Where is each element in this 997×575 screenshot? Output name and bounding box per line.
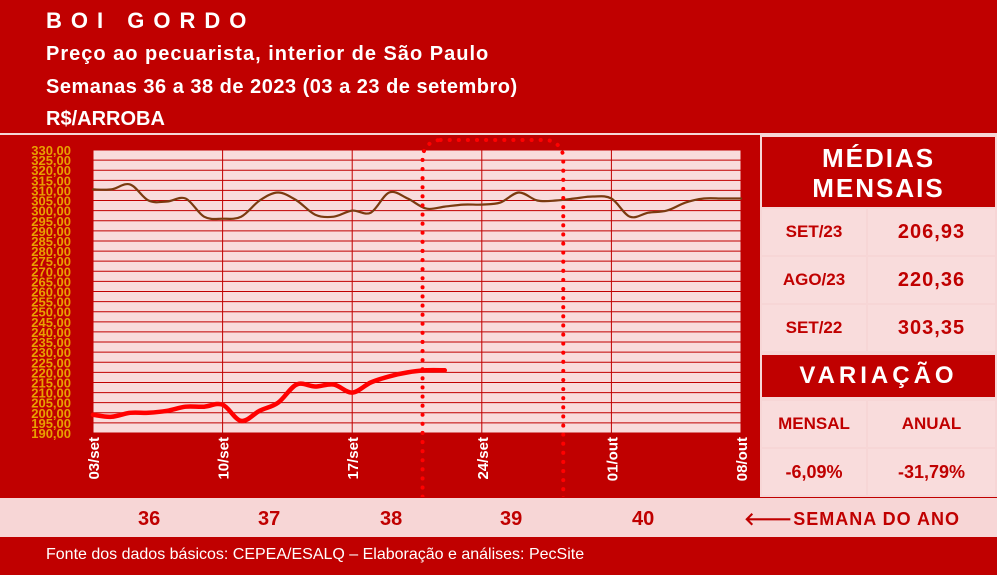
- y-tick-label: 270,00: [31, 264, 71, 279]
- line-chart: 190,00195,00200,00205,00210,00215,00220,…: [31, 138, 751, 497]
- source-note: Fonte dos dados básicos: CEPEA/ESALQ – E…: [46, 546, 585, 563]
- y-tick-label: 260,00: [31, 285, 71, 300]
- medias-value: 303,35: [868, 305, 995, 351]
- chart-area: 190,00 195,00 200,00 205,00 210,00 215,00 220,…: [0, 135, 757, 497]
- y-tick-label: 245,00: [31, 315, 71, 330]
- y-tick-label: 250,00: [31, 305, 71, 320]
- monthly-averages-panel: MÉDIAS MENSAIS SET/23 206,93 AGO/23 220,…: [760, 135, 997, 497]
- unit-label: R$/ARROBA: [46, 108, 165, 130]
- y-tick-label: 225,00: [31, 355, 71, 370]
- variacao-header-mensal: MENSAL: [762, 401, 866, 447]
- medias-label: SET/23: [762, 209, 866, 255]
- variacao-anual-value: -31,79%: [868, 449, 995, 495]
- footer: Fonte dos dados básicos: CEPEA/ESALQ – E…: [0, 538, 997, 575]
- x-tick-label: 03/set: [86, 437, 103, 480]
- week-number: 39: [500, 508, 523, 530]
- medias-row: SET/23 206,93: [762, 209, 995, 255]
- y-tick-label: 310,00: [31, 183, 71, 198]
- variacao-header-row: MENSAL ANUAL: [762, 401, 995, 447]
- y-tick-label: 235,00: [31, 335, 71, 350]
- y-tick-label: 205,00: [31, 396, 71, 411]
- x-tick-label: 10/set: [216, 437, 233, 480]
- week-axis-label: 🡐SEMANA DO ANO: [744, 509, 960, 530]
- y-tick-label: 285,00: [31, 234, 71, 249]
- y-tick-label: 295,00: [31, 214, 71, 229]
- y-tick-label: 210,00: [31, 386, 71, 401]
- chart-title: BOI GORDO: [46, 8, 256, 33]
- y-tick-label: 305,00: [31, 194, 71, 209]
- medias-value: 206,93: [868, 209, 995, 255]
- y-tick-label: 240,00: [31, 325, 71, 340]
- x-tick-label: 08/out: [734, 437, 751, 481]
- medias-title: MÉDIAS MENSAIS: [762, 137, 995, 207]
- y-tick-label: 195,00: [31, 416, 71, 431]
- week-strip: 36 37 38 39 40 🡐SEMANA DO ANO: [0, 498, 997, 537]
- week-number: 38: [380, 508, 403, 530]
- variacao-title: VARIAÇÃO: [762, 355, 995, 397]
- x-tick-label: 17/set: [345, 437, 362, 480]
- x-tick-label: 01/out: [604, 437, 621, 481]
- variacao-values-row: -6,09% -31,79%: [762, 449, 995, 495]
- y-tick-label: 300,00: [31, 204, 71, 219]
- variacao-header-anual: ANUAL: [868, 401, 995, 447]
- y-tick-label: 290,00: [31, 224, 71, 239]
- y-tick-label: 190,00: [31, 426, 71, 441]
- variacao-mensal-value: -6,09%: [762, 449, 866, 495]
- week-number: 36: [138, 508, 161, 530]
- medias-value: 220,36: [868, 257, 995, 303]
- y-tick-label: 230,00: [31, 345, 71, 360]
- y-tick-label: 315,00: [31, 173, 71, 188]
- period-label: Semanas 36 a 38 de 2023 (03 a 23 de sete…: [46, 76, 518, 98]
- medias-label: AGO/23: [762, 257, 866, 303]
- medias-row: AGO/23 220,36: [762, 257, 995, 303]
- y-tick-label: 215,00: [31, 375, 71, 390]
- y-tick-label: 280,00: [31, 244, 71, 259]
- week-number: 37: [258, 508, 281, 530]
- medias-label: SET/22: [762, 305, 866, 351]
- x-tick-label: 24/set: [475, 437, 492, 480]
- header-separator: [0, 133, 997, 135]
- y-tick-label: 320,00: [31, 163, 71, 178]
- y-tick-label: 325,00: [31, 153, 71, 168]
- series-line-current-year: [90, 367, 448, 424]
- y-tick-label: 255,00: [31, 295, 71, 310]
- y-tick-label: 275,00: [31, 254, 71, 269]
- week-axis-label-text: SEMANA DO ANO: [793, 509, 960, 529]
- series-line-prev-year: [91, 182, 743, 221]
- chart-subtitle: Preço ao pecuarista, interior de São Pau…: [46, 43, 490, 65]
- medias-row: SET/22 303,35: [762, 305, 995, 351]
- left-arrow-icon: 🡐: [744, 509, 794, 529]
- y-tick-label: 220,00: [31, 365, 71, 380]
- week-number: 40: [632, 508, 655, 530]
- y-tick-label: 200,00: [31, 406, 71, 421]
- header: BOI GORDO Preço ao pecuarista, interior …: [0, 0, 997, 133]
- y-tick-label: 330,00: [31, 143, 71, 158]
- y-tick-label: 265,00: [31, 274, 71, 289]
